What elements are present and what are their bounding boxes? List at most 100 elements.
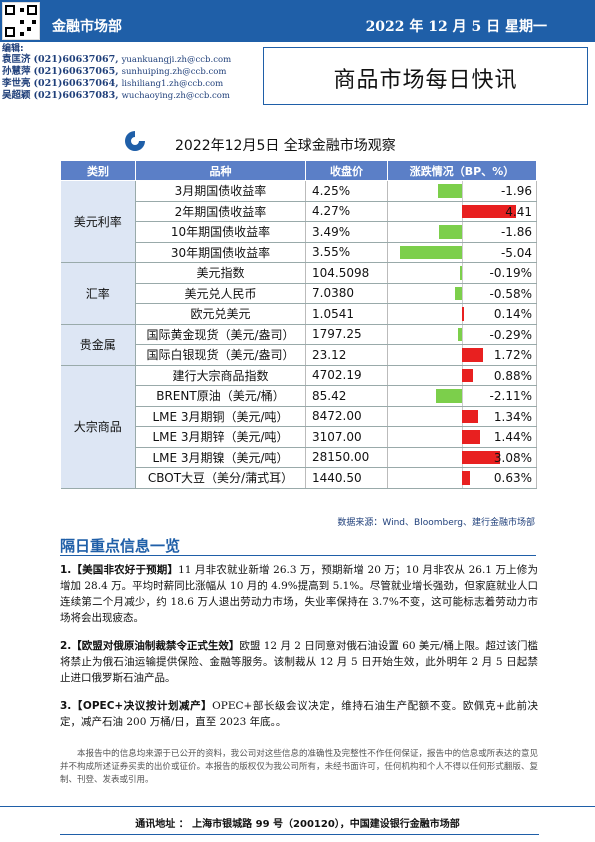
change-bar [462,450,500,464]
table-row: 欧元兑美元 1.0541 0.14% [61,303,537,325]
close-cell: 4.27% [305,201,388,222]
change-cell: 1.72% [387,344,537,366]
change-cell: -0.29% [387,324,537,345]
table-row: LME 3月期铜（美元/吨） 8472.00 1.34% [61,406,537,427]
editor-name: 孙慧萍 [2,66,31,77]
bar-axis [462,181,463,201]
change-bar [436,389,462,403]
change-cell: -0.19% [387,262,537,284]
change-value: 0.88% [493,368,532,383]
editor-email[interactable]: lishiliang1.zh@ccb.com [121,79,224,89]
table-row: 10年期国债收益率 3.49% -1.86 [61,221,537,243]
report-date: 2022 年 12 月 5 日 星期一 [365,19,547,35]
editor-row: 孙慧萍 (021)60637065, sunhuiping.zh@ccb.com [2,66,262,78]
change-cell: 0.63% [387,467,537,489]
change-value: 0.14% [493,307,532,321]
close-cell: 1.0541 [305,303,388,325]
bar-axis [462,283,463,303]
news-heading: 隔日重点信息一览 [60,537,181,555]
table-row: 贵金属 国际黄金现货（美元/盎司） 1797.25 -0.29% [60,324,537,366]
change-value: -1.96 [500,184,532,198]
item-cell: 10年期国债收益率 [135,221,306,243]
category-cell: 大宗商品 [60,365,136,489]
change-cell: 0.14% [387,303,537,325]
item-cell: LME 3月期铜（美元/吨） [135,406,306,427]
news-body: 欧盟 12 月 2 日同意对俄石油设置 60 美元/桶上限。超过该门槛将禁止为俄… [60,640,539,684]
title-box: 商品市场每日快讯 [263,47,588,105]
news-divider [60,555,536,556]
close-cell: 23.12 [305,344,388,366]
change-bar [462,409,479,423]
item-cell: BRENT原油（美元/桶） [135,385,306,407]
item-cell: 2年期国债收益率 [135,201,306,222]
bar-axis [462,324,463,344]
change-value: 3.08% [493,450,532,465]
table-row: 美元兑人民币 7.0380 -0.58% [61,283,537,304]
change-value: 1.34% [493,409,532,424]
editors-block: 编辑: 袁匡济 (021)60637067, yuankuangji.zh@cc… [2,44,262,106]
change-value: -0.58% [489,286,532,301]
item-cell: 30年期国债收益率 [135,242,306,263]
bar-axis [462,386,463,406]
change-value: -0.29% [489,327,532,342]
editor-name: 李世亮 [2,78,31,89]
market-table: 类别 品种 收盘价 涨跌情况（BP、%） 美元利率 3月期国债收益率 4.25% -1… [60,160,537,489]
change-bar [462,307,464,321]
item-cell: LME 3月期镍（美元/吨） [135,447,306,468]
change-value: -2.11% [489,389,532,403]
table-header-row: 类别 品种 收盘价 涨跌情况（BP、%） [60,160,537,181]
editor-name: 吴超颖 [2,90,31,101]
close-cell: 3.55% [305,242,388,263]
change-value: 1.44% [493,430,532,444]
editor-email[interactable]: yuankuangji.zh@ccb.com [121,55,232,65]
close-cell: 4702.19 [305,365,388,386]
editor-email[interactable]: sunhuiping.zh@ccb.com [121,67,227,77]
change-bar [462,430,480,444]
report-title: 商品市场每日快讯 [333,68,518,93]
change-value: 1.72% [493,348,532,362]
close-cell: 28150.00 [305,447,388,468]
table-title: 2022年12月5日 全球金融市场观察 [175,138,396,154]
header-category: 类别 [60,160,136,181]
change-value: -0.19% [489,266,532,280]
item-cell: 欧元兑美元 [135,303,306,325]
qr-code-icon [2,2,40,40]
editor-row: 吴超颖 (021)60637083, wuchaoying.zh@ccb.com [2,90,262,102]
change-bar [459,266,462,280]
footer-address: 通讯地址 ： 上海市银城路 99 号（200120），中国建设银行金融市场部 [135,819,460,830]
change-bar [462,204,517,218]
header-close: 收盘价 [305,160,388,181]
table-row: 国际白银现货（美元/盎司） 23.12 1.72% [61,344,537,366]
table-row: LME 3月期锌（美元/吨） 3107.00 1.44% [61,426,537,448]
ccb-logo-icon [125,131,145,151]
table-row: 汇率 美元指数 104.5098 -0.19% [60,262,537,325]
category-cell: 汇率 [60,262,136,325]
change-value: 4.41 [505,204,532,219]
change-bar [462,368,473,382]
change-bar [437,184,462,198]
category-cell: 美元利率 [60,180,136,263]
footer-rule [60,834,539,835]
change-cell: 3.08% [387,447,537,468]
table-row: BRENT原油（美元/桶） 85.42 -2.11% [61,385,537,407]
item-cell: CBOT大豆（美分/蒲式耳） [135,467,306,489]
editor-row: 李世亮 (021)60637064, lishiliang1.zh@ccb.co… [2,78,262,90]
news-item-2: 2.【欧盟对俄原油制裁禁令正式生效】欧盟 12 月 2 日同意对俄石油设置 60… [60,638,538,686]
close-cell: 4.25% [305,180,388,202]
editor-email[interactable]: wuchaoying.zh@ccb.com [121,91,230,101]
data-source: 数据来源：Wind、Bloomberg、建行金融市场部 [337,518,535,528]
editor-phone: (021)60637083, [33,90,119,101]
item-cell: 美元兑人民币 [135,283,306,304]
editor-phone: (021)60637065, [33,66,119,77]
change-cell: -1.86 [387,221,537,243]
news-body: 11 月非农就业新增 26.3 万，预期新增 20 万；10 月非农从 26.1… [60,564,538,624]
item-cell: 建行大宗商品指数 [135,365,306,386]
change-cell: 4.41 [387,201,537,222]
close-cell: 7.0380 [305,283,388,304]
table-row: CBOT大豆（美分/蒲式耳） 1440.50 0.63% [61,467,537,489]
editors-label: 编辑: [2,44,24,54]
editor-row: 袁匡济 (021)60637067, yuankuangji.zh@ccb.co… [2,54,262,66]
change-bar [462,348,484,362]
close-cell: 104.5098 [305,262,388,284]
category-cell: 贵金属 [60,324,136,366]
